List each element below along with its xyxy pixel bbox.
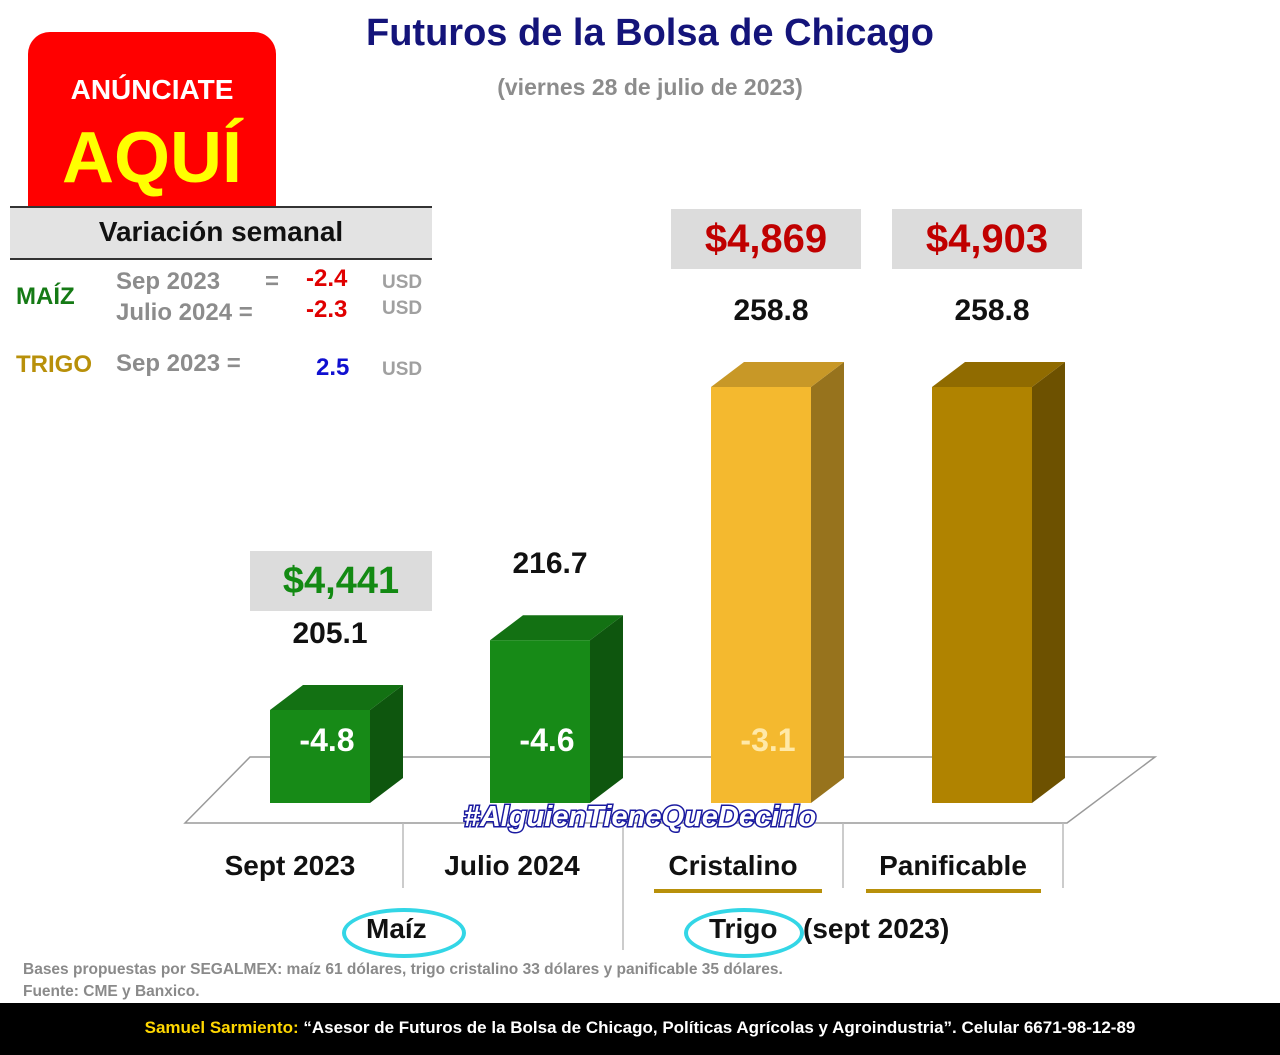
page-title: Futuros de la Bolsa de Chicago bbox=[366, 12, 934, 54]
weekly-variation-header: Variación semanal bbox=[10, 206, 432, 260]
bar-cristalino bbox=[711, 362, 844, 803]
chart-floor bbox=[183, 756, 1158, 950]
value-label: 258.8 bbox=[733, 294, 808, 327]
ad-banner[interactable]: ANÚNCIATE AQUÍ bbox=[28, 32, 276, 222]
weekly-row-1-label: Sep 2023 bbox=[116, 268, 221, 295]
bases-note: Bases propuestas por SEGALMEX: maíz 61 d… bbox=[23, 961, 783, 978]
trigo-weekly-label: TRIGO bbox=[16, 351, 92, 378]
footer-author: Samuel Sarmiento: bbox=[144, 1018, 299, 1037]
weekly-row-1-eq: = bbox=[265, 268, 280, 295]
price-sept-2023: $4,441 bbox=[282, 560, 400, 602]
weekly-row-1-unit: USD bbox=[382, 272, 423, 293]
price-chip-cristalino: $4,869 bbox=[671, 209, 861, 269]
hashtag-watermark: #AlguienTieneQueDecirlo bbox=[464, 801, 816, 833]
group-maiz: Maíz bbox=[366, 913, 427, 944]
price-chip-panificable: $4,903 bbox=[892, 209, 1082, 269]
panificable-underline bbox=[866, 889, 1041, 893]
price-cristalino: $4,869 bbox=[704, 217, 828, 261]
trigo-highlight bbox=[684, 908, 804, 958]
bar-julio-2024 bbox=[490, 615, 623, 803]
weekly-row-2-unit: USD bbox=[382, 298, 423, 319]
weekly-row-3-unit: USD bbox=[382, 359, 423, 380]
maiz-weekly-label: MAÍZ bbox=[16, 283, 75, 310]
ad-line2: AQUÍ bbox=[62, 118, 242, 198]
category-julio-2024: Julio 2024 bbox=[444, 850, 580, 881]
weekly-change-label: -4.8 bbox=[299, 722, 354, 758]
weekly-row-2-value: -2.3 bbox=[306, 296, 348, 323]
category-sept-2023: Sept 2023 bbox=[224, 850, 356, 881]
group-trigo-suffix: (sept 2023) bbox=[803, 913, 950, 944]
weekly-change-label: -4.6 bbox=[519, 722, 574, 758]
footer-text: Samuel Sarmiento: “Asesor de Futuros de … bbox=[0, 1018, 1280, 1038]
weekly-row-3-label: Sep 2023 = bbox=[116, 350, 241, 377]
maiz-highlight bbox=[342, 908, 466, 958]
group-trigo: Trigo bbox=[709, 913, 778, 944]
bar-chart: 205.1 -4.8 216.7 -4.6 258.8 -3.1 258.8 #Alguie… bbox=[183, 294, 1158, 950]
cristalino-underline bbox=[654, 889, 822, 893]
weekly-row-3-value: 2.5 bbox=[316, 354, 350, 381]
footer-description: “Asesor de Futuros de la Bolsa de Chicag… bbox=[298, 1018, 1136, 1037]
bar-sept-2023 bbox=[270, 685, 403, 803]
weekly-row-2-label: Julio 2024 = bbox=[116, 299, 253, 326]
category-cristalino: Cristalino bbox=[668, 850, 798, 881]
weekly-variation-title: Variación semanal bbox=[98, 216, 344, 247]
value-label: 205.1 bbox=[292, 617, 367, 650]
weekly-row-1-value: -2.4 bbox=[306, 265, 348, 292]
bar-panificable bbox=[932, 362, 1065, 803]
page-subtitle: (viernes 28 de julio de 2023) bbox=[497, 74, 803, 100]
value-label: 258.8 bbox=[954, 294, 1029, 327]
category-panificable: Panificable bbox=[879, 850, 1027, 881]
weekly-change-label: -3.1 bbox=[740, 722, 795, 758]
footer-bar: Samuel Sarmiento: “Asesor de Futuros de … bbox=[0, 1003, 1280, 1055]
price-panificable: $4,903 bbox=[925, 217, 1049, 261]
value-label: 216.7 bbox=[512, 547, 587, 580]
ad-line1: ANÚNCIATE bbox=[70, 74, 234, 105]
source-note: Fuente: CME y Banxico. bbox=[23, 983, 200, 1000]
price-chip-sept-2023: $4,441 bbox=[250, 551, 432, 611]
